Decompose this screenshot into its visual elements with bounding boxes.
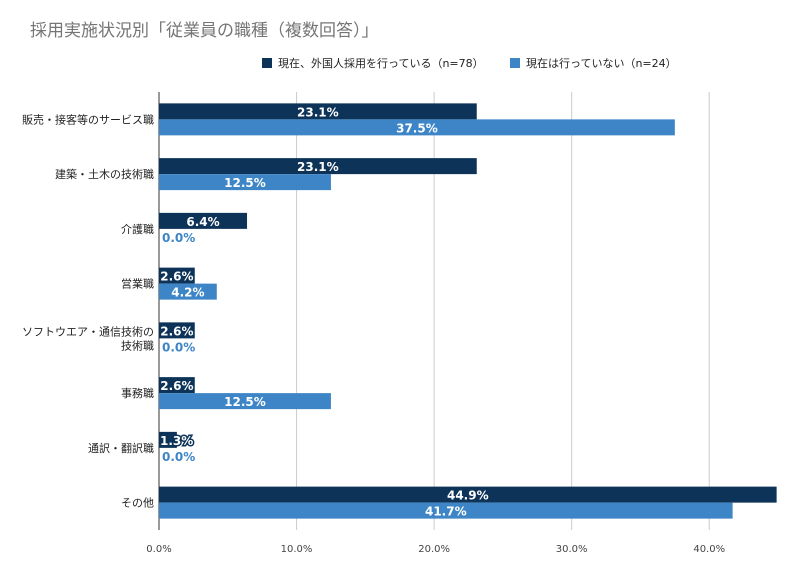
- bar: [159, 431, 177, 448]
- legend-label-series-1: 現在、外国人採用を行っている（n=78）: [278, 56, 484, 70]
- bar-value-label: 0.0%: [162, 231, 195, 245]
- x-tick-labels: 0.0% 10.0% 20.0% 30.0% 40.0%: [146, 544, 725, 555]
- chart-legend: 現在、外国人採用を行っている（n=78） 現在は行っていない（n=24）: [262, 56, 677, 70]
- bar: [159, 174, 331, 191]
- bar-value-label: 1.3%: [160, 434, 193, 448]
- bar-value-label: 4.2%: [171, 286, 204, 300]
- bar: [159, 103, 477, 120]
- grid-lines: [158, 92, 710, 530]
- category-label: 販売・接客等のサービス職: [22, 112, 154, 126]
- category-label: 建築・土木の技術職: [55, 167, 154, 181]
- legend-swatch-series-2: [510, 58, 520, 68]
- category-label: ソフトウエア・通信技術の: [22, 325, 154, 338]
- bar-value-label: 6.4%: [186, 215, 219, 229]
- category-label: 通訳・翻訳職: [88, 441, 154, 455]
- legend-label-series-2: 現在は行っていない（n=24）: [526, 57, 677, 70]
- bar-value-label: 12.5%: [224, 395, 266, 409]
- bar: [159, 283, 217, 300]
- bar-value-label: 23.1%: [297, 160, 339, 174]
- bar: [159, 393, 331, 410]
- bar: [159, 267, 195, 284]
- x-tick-label: 30.0%: [556, 544, 588, 555]
- x-tick-label: 10.0%: [281, 544, 313, 555]
- bar: [159, 212, 248, 229]
- category-label: 事務職: [121, 386, 154, 400]
- category-label: 技術職: [121, 339, 154, 352]
- bar-value-label: 2.6%: [160, 379, 193, 393]
- bar-value-label: 44.9%: [447, 489, 489, 503]
- bar: [159, 119, 675, 136]
- x-tick-label: 0.0%: [146, 544, 171, 555]
- category-label: 介護職: [121, 222, 154, 236]
- bar-value-label: 41.7%: [425, 505, 467, 519]
- bars: [159, 103, 777, 519]
- bar: [159, 502, 733, 519]
- bar-value-label: 12.5%: [224, 176, 266, 190]
- bar: [159, 486, 777, 503]
- bar-value-label: 0.0%: [162, 450, 195, 464]
- bar-value-label: 37.5%: [396, 121, 438, 135]
- category-label: 営業職: [121, 277, 154, 291]
- bar-value-label: 0.0%: [162, 340, 195, 354]
- bar-value-label: 23.1%: [297, 105, 339, 119]
- x-tick-label: 20.0%: [418, 544, 450, 555]
- bar: [159, 158, 477, 175]
- bar: [159, 322, 195, 339]
- chart-title: 採用実施状況別「従業員の職種（複数回答）」: [30, 21, 379, 41]
- x-tick-label: 40.0%: [693, 544, 725, 555]
- bar-value-label: 2.6%: [160, 324, 193, 338]
- category-label: その他: [121, 497, 154, 510]
- bar: [159, 377, 195, 394]
- bar-value-labels: 23.1% 37.5% 23.1% 12.5% 6.4% 0.0% 2.6% 4.2% 2.6%…: [159, 105, 489, 519]
- category-labels: 販売・接客等のサービス職建築・土木の技術職介護職営業職ソフトウエア・通信技術の技…: [22, 112, 154, 509]
- bar-value-label: 2.6%: [160, 270, 193, 284]
- legend-swatch-series-1: [262, 58, 272, 68]
